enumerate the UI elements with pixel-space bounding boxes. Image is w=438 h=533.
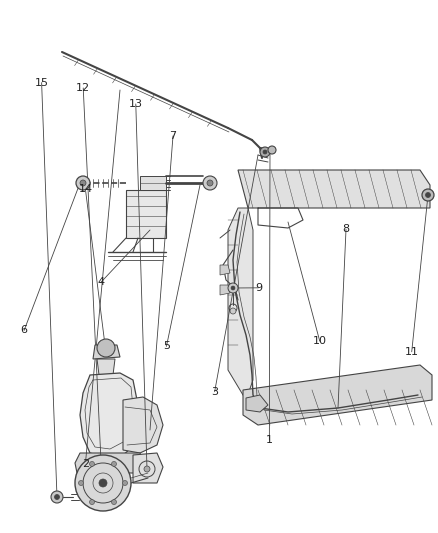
Circle shape	[76, 176, 90, 190]
Circle shape	[231, 286, 235, 290]
Circle shape	[78, 481, 84, 486]
Text: 11: 11	[405, 347, 419, 357]
Polygon shape	[220, 285, 230, 295]
Text: 7: 7	[170, 131, 177, 141]
Text: 3: 3	[211, 387, 218, 397]
Circle shape	[207, 180, 213, 186]
Circle shape	[54, 495, 60, 499]
Polygon shape	[75, 453, 143, 473]
Text: 15: 15	[35, 78, 49, 87]
Polygon shape	[243, 365, 432, 425]
Circle shape	[425, 192, 431, 198]
Circle shape	[263, 150, 267, 154]
Circle shape	[112, 462, 117, 466]
Circle shape	[99, 479, 107, 487]
Polygon shape	[140, 176, 166, 190]
Text: 6: 6	[21, 326, 28, 335]
Circle shape	[268, 146, 276, 154]
Text: 14: 14	[78, 184, 92, 194]
Text: 9: 9	[255, 283, 262, 293]
Polygon shape	[80, 373, 140, 457]
Circle shape	[80, 180, 86, 186]
Circle shape	[144, 466, 150, 472]
Circle shape	[51, 491, 63, 503]
Polygon shape	[126, 190, 166, 238]
Polygon shape	[246, 395, 268, 412]
Circle shape	[422, 189, 434, 201]
Polygon shape	[220, 265, 230, 275]
Text: 5: 5	[163, 342, 170, 351]
Text: 13: 13	[129, 99, 143, 109]
Polygon shape	[123, 397, 163, 453]
Polygon shape	[133, 453, 163, 483]
Circle shape	[228, 283, 238, 293]
Circle shape	[75, 455, 131, 511]
Text: 4: 4	[97, 278, 104, 287]
Polygon shape	[228, 208, 253, 400]
Polygon shape	[93, 345, 120, 359]
Text: 2: 2	[82, 459, 89, 469]
Circle shape	[97, 339, 115, 357]
Circle shape	[203, 176, 217, 190]
Circle shape	[89, 499, 95, 505]
Circle shape	[89, 462, 95, 466]
Polygon shape	[238, 170, 430, 208]
Circle shape	[123, 481, 127, 486]
Text: 1: 1	[266, 435, 273, 445]
Circle shape	[230, 308, 236, 314]
Circle shape	[112, 499, 117, 505]
Text: 8: 8	[343, 224, 350, 234]
Polygon shape	[97, 359, 115, 375]
Text: 10: 10	[313, 336, 327, 346]
Text: 12: 12	[76, 83, 90, 93]
Circle shape	[260, 147, 270, 157]
